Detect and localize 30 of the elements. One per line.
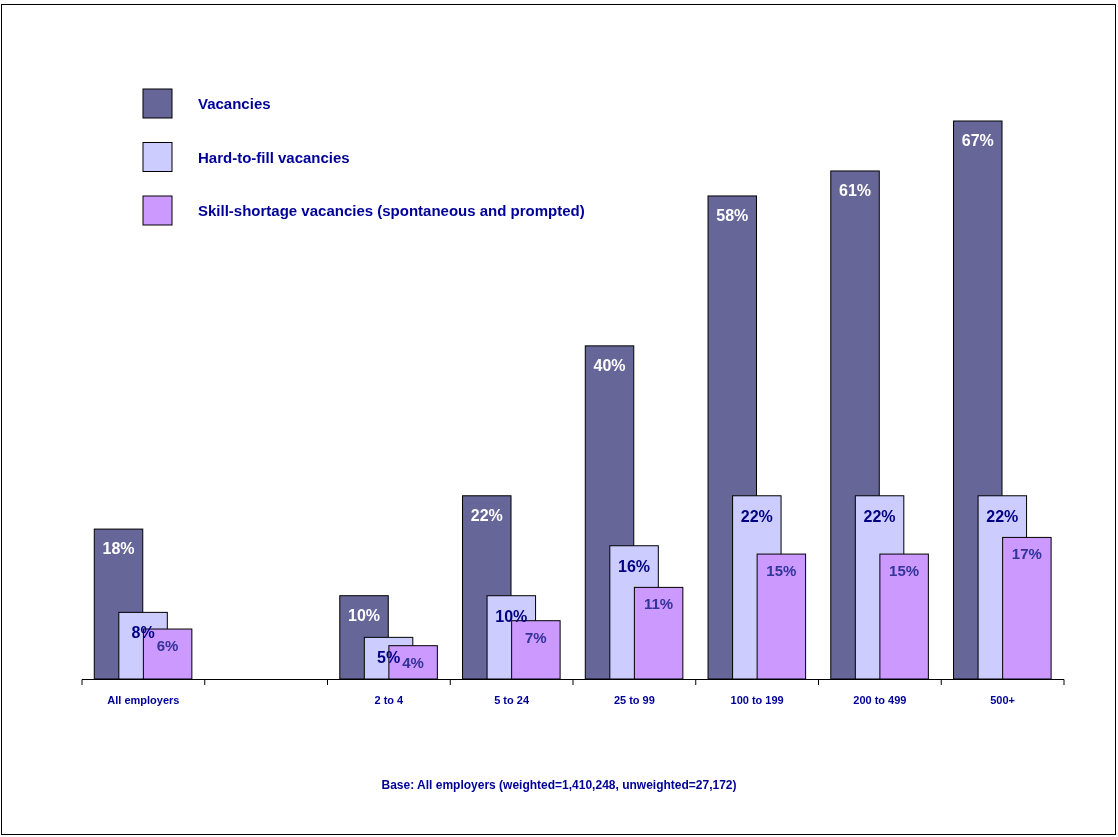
data-label: 7% [525, 628, 547, 646]
x-tick-label: 2 to 4 [374, 694, 405, 706]
data-label: 61% [839, 181, 872, 199]
data-label: 22% [740, 507, 773, 525]
data-label: 22% [863, 507, 896, 525]
data-label: 67% [961, 132, 994, 149]
data-label: 40% [593, 356, 626, 374]
data-label: 6% [156, 637, 179, 655]
data-label: 22% [470, 506, 503, 524]
x-tick-label: 200 to 499 [853, 694, 907, 706]
legend-label: Skill-shortage vacancies (spontaneous and prompted) [198, 202, 585, 219]
data-label: 16% [618, 557, 651, 575]
data-label: 10% [495, 607, 528, 625]
text: Base: All employers (weighted=1,410,248, unweighted=27,172) [381, 778, 737, 792]
data-label: 15% [889, 562, 920, 580]
data-label: 11% [644, 595, 674, 613]
data-label: 22% [986, 507, 1019, 525]
legend-label: Hard-to-fill vacancies [198, 148, 350, 166]
x-tick-label: 25 to 99 [613, 694, 655, 706]
x-tick-label: 100 to 199 [730, 694, 784, 706]
x-tick-label: 5 to 24 [494, 694, 530, 706]
legend-label: Vacancies [198, 95, 271, 112]
data-label: 15% [766, 562, 797, 580]
x-tick-label: All employers [107, 694, 180, 706]
data-label: 58% [716, 206, 749, 224]
data-label: 18% [102, 540, 135, 558]
data-label: 17% [1011, 545, 1042, 563]
data-label: 4% [402, 653, 424, 671]
data-label: 10% [348, 606, 381, 624]
x-tick-label: 500+ [990, 694, 1016, 706]
